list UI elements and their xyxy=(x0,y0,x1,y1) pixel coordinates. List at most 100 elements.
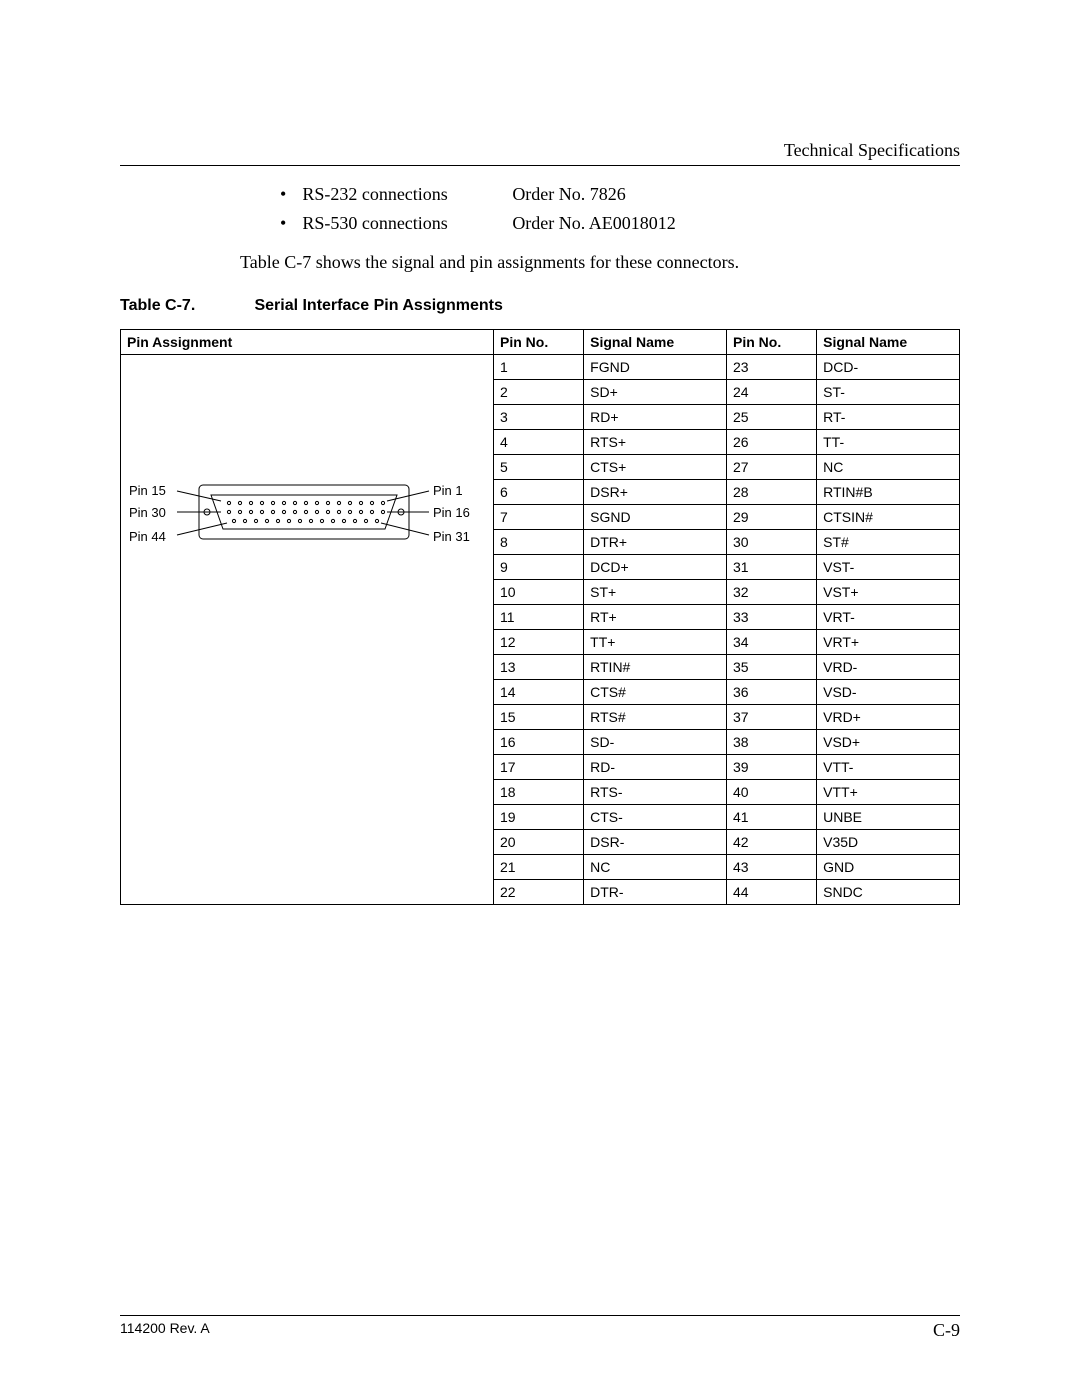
signal-name-cell: CTS# xyxy=(584,680,727,705)
signal-name-cell: V35D xyxy=(817,830,960,855)
pin-no-cell: 25 xyxy=(726,405,816,430)
pin-no-cell: 26 xyxy=(726,430,816,455)
pin-no-cell: 1 xyxy=(494,355,584,380)
connection-order: Order No. 7826 xyxy=(512,184,625,205)
pin-no-cell: 17 xyxy=(494,755,584,780)
pin-no-cell: 44 xyxy=(726,880,816,905)
signal-name-cell: VST+ xyxy=(817,580,960,605)
pin-no-cell: 3 xyxy=(494,405,584,430)
pin-no-cell: 37 xyxy=(726,705,816,730)
pin-no-cell: 35 xyxy=(726,655,816,680)
pin-no-cell: 8 xyxy=(494,530,584,555)
pin-no-cell: 10 xyxy=(494,580,584,605)
header-rule xyxy=(120,165,960,166)
connections-list: RS-232 connections Order No. 7826 RS-530… xyxy=(120,184,960,234)
signal-name-cell: CTS- xyxy=(584,805,727,830)
signal-name-cell: SD+ xyxy=(584,380,727,405)
signal-name-cell: ST# xyxy=(817,530,960,555)
col-signal-name: Signal Name xyxy=(584,330,727,355)
pin-no-cell: 24 xyxy=(726,380,816,405)
pin-no-cell: 5 xyxy=(494,455,584,480)
table-caption: Table C-7. Serial Interface Pin Assignme… xyxy=(120,297,960,315)
signal-name-cell: DSR+ xyxy=(584,480,727,505)
signal-name-cell: RTS+ xyxy=(584,430,727,455)
pin-no-cell: 9 xyxy=(494,555,584,580)
pin-no-cell: 39 xyxy=(726,755,816,780)
signal-name-cell: RD+ xyxy=(584,405,727,430)
signal-name-cell: VRD+ xyxy=(817,705,960,730)
pin-label: Pin 31 xyxy=(433,529,470,544)
signal-name-cell: VST- xyxy=(817,555,960,580)
connector-diagram: Pin 15 Pin 30 Pin 44 Pin 1 Pin 16 Pin 31 xyxy=(129,475,473,568)
col-pin-no: Pin No. xyxy=(726,330,816,355)
signal-name-cell: SGND xyxy=(584,505,727,530)
pin-no-cell: 4 xyxy=(494,430,584,455)
signal-name-cell: RTS# xyxy=(584,705,727,730)
pin-no-cell: 18 xyxy=(494,780,584,805)
diagram-cell: Pin 15 Pin 30 Pin 44 Pin 1 Pin 16 Pin 31 xyxy=(121,355,494,905)
pin-no-cell: 32 xyxy=(726,580,816,605)
signal-name-cell: RTIN# xyxy=(584,655,727,680)
signal-name-cell: VTT- xyxy=(817,755,960,780)
pin-no-cell: 22 xyxy=(494,880,584,905)
signal-name-cell: SNDC xyxy=(817,880,960,905)
pin-no-cell: 30 xyxy=(726,530,816,555)
signal-name-cell: VSD+ xyxy=(817,730,960,755)
table-title: Serial Interface Pin Assignments xyxy=(254,297,502,314)
pin-no-cell: 36 xyxy=(726,680,816,705)
connection-item: RS-530 connections Order No. AE0018012 xyxy=(280,213,960,234)
col-signal-name: Signal Name xyxy=(817,330,960,355)
pin-no-cell: 15 xyxy=(494,705,584,730)
pin-no-cell: 6 xyxy=(494,480,584,505)
footer-docid: 114200 Rev. A xyxy=(120,1320,210,1341)
signal-name-cell: VSD- xyxy=(817,680,960,705)
pin-no-cell: 23 xyxy=(726,355,816,380)
pin-no-cell: 20 xyxy=(494,830,584,855)
signal-name-cell: VRT- xyxy=(817,605,960,630)
signal-name-cell: TT+ xyxy=(584,630,727,655)
table-row: Pin 15 Pin 30 Pin 44 Pin 1 Pin 16 Pin 31… xyxy=(121,355,960,380)
pin-no-cell: 33 xyxy=(726,605,816,630)
signal-name-cell: UNBE xyxy=(817,805,960,830)
pin-no-cell: 19 xyxy=(494,805,584,830)
signal-name-cell: DCD- xyxy=(817,355,960,380)
signal-name-cell: ST- xyxy=(817,380,960,405)
signal-name-cell: SD- xyxy=(584,730,727,755)
pin-no-cell: 40 xyxy=(726,780,816,805)
pin-no-cell: 12 xyxy=(494,630,584,655)
pin-no-cell: 21 xyxy=(494,855,584,880)
pin-no-cell: 16 xyxy=(494,730,584,755)
header-title: Technical Specifications xyxy=(120,140,960,161)
pin-no-cell: 7 xyxy=(494,505,584,530)
signal-name-cell: VRD- xyxy=(817,655,960,680)
signal-name-cell: ST+ xyxy=(584,580,727,605)
signal-name-cell: GND xyxy=(817,855,960,880)
col-pin-no: Pin No. xyxy=(494,330,584,355)
pin-no-cell: 42 xyxy=(726,830,816,855)
pin-no-cell: 43 xyxy=(726,855,816,880)
connection-item: RS-232 connections Order No. 7826 xyxy=(280,184,960,205)
signal-name-cell: RT+ xyxy=(584,605,727,630)
signal-name-cell: RT- xyxy=(817,405,960,430)
signal-name-cell: CTSIN# xyxy=(817,505,960,530)
pin-label: Pin 1 xyxy=(433,483,463,498)
footer-rule xyxy=(120,1315,960,1316)
connection-label: RS-530 connections xyxy=(302,213,512,234)
pin-label: Pin 44 xyxy=(129,529,166,544)
pin-label: Pin 30 xyxy=(129,505,166,520)
signal-name-cell: DTR- xyxy=(584,880,727,905)
col-pin-assignment: Pin Assignment xyxy=(121,330,494,355)
signal-name-cell: DCD+ xyxy=(584,555,727,580)
pin-no-cell: 13 xyxy=(494,655,584,680)
footer-page: C-9 xyxy=(933,1320,960,1341)
signal-name-cell: VTT+ xyxy=(817,780,960,805)
page-footer: 114200 Rev. A C-9 xyxy=(120,1306,960,1341)
connection-order: Order No. AE0018012 xyxy=(512,213,675,234)
signal-name-cell: FGND xyxy=(584,355,727,380)
table-header-row: Pin Assignment Pin No. Signal Name Pin N… xyxy=(121,330,960,355)
signal-name-cell: RD- xyxy=(584,755,727,780)
pin-no-cell: 27 xyxy=(726,455,816,480)
pin-no-cell: 2 xyxy=(494,380,584,405)
signal-name-cell: RTS- xyxy=(584,780,727,805)
pin-no-cell: 11 xyxy=(494,605,584,630)
